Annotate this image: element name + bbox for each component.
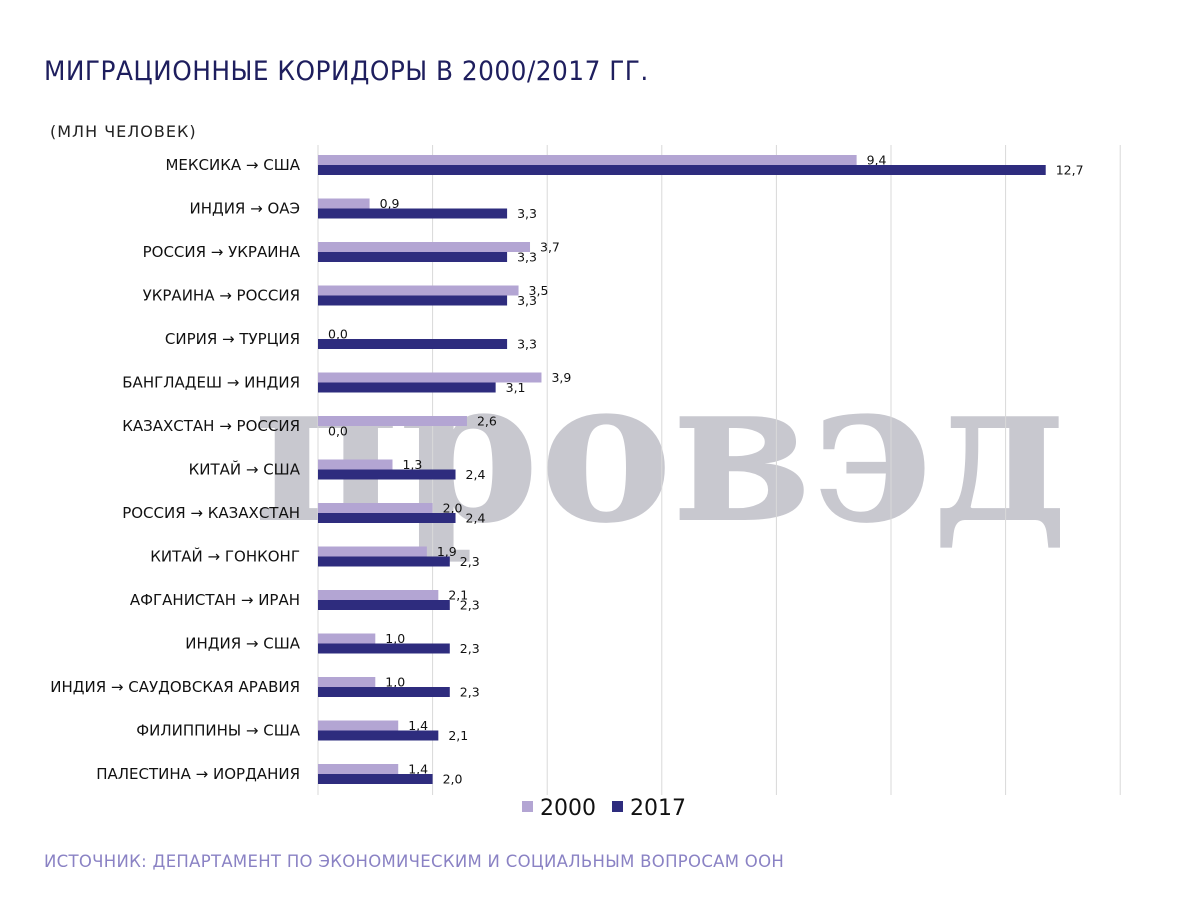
- legend-swatch-2000: [522, 801, 533, 812]
- bar-2017: [318, 774, 433, 784]
- data-label: 3,3: [517, 293, 537, 308]
- category-label: КИТАЙ → ГОНКОНГ: [150, 547, 300, 566]
- legend: 2000 2017: [522, 796, 686, 821]
- category-label: РОССИЯ → УКРАИНА: [143, 243, 301, 261]
- bar-2000: [318, 677, 376, 687]
- data-label: 9,4: [867, 153, 887, 168]
- bar-2017: [318, 513, 456, 523]
- data-label: 1,4: [408, 718, 428, 733]
- data-label: 0,0: [328, 327, 348, 342]
- data-label: 1,0: [385, 631, 405, 646]
- category-labels: МЕКСИКА → США ИНДИЯ → ОАЭ РОССИЯ → УКРАИНА…: [50, 156, 300, 783]
- bar-2000: [318, 242, 531, 252]
- category-label: БАНГЛАДЕШ → ИНДИЯ: [122, 374, 300, 392]
- bar-2017: [318, 730, 439, 741]
- data-label: 2,3: [460, 554, 480, 569]
- category-label: УКРАИНА → РОССИЯ: [143, 287, 300, 305]
- category-label: ИНДИЯ → США: [185, 635, 300, 653]
- data-label: 2,3: [460, 641, 480, 656]
- category-label: АФГАНИСТАН → ИРАН: [130, 591, 300, 609]
- chart-title: МИГРАЦИОННЫЕ КОРИДОРЫ В 2000/2017 ГГ.: [44, 56, 649, 87]
- bar-2017: [318, 556, 450, 567]
- bar-2000: [318, 764, 399, 774]
- data-label: 1,4: [408, 762, 428, 777]
- data-label: 3,7: [540, 240, 560, 255]
- data-label: 0,9: [380, 196, 400, 211]
- bar-2000: [318, 459, 393, 470]
- data-label: 2,6: [477, 414, 497, 429]
- bar-2017: [318, 165, 1046, 175]
- category-label: РОССИЯ → КАЗАХСТАН: [122, 504, 300, 522]
- category-label: СИРИЯ → ТУРЦИЯ: [165, 330, 300, 348]
- bar-2000: [318, 285, 519, 296]
- category-label: КАЗАХСТАН → РОССИЯ: [122, 417, 300, 435]
- bar-2000: [318, 546, 427, 557]
- bar-2017: [318, 252, 508, 262]
- data-label: 1,9: [437, 544, 457, 559]
- watermark: провэд: [253, 333, 1067, 568]
- bar-2000: [318, 633, 376, 644]
- bar-2000: [318, 503, 433, 513]
- bar-2000: [318, 198, 370, 209]
- data-label: 12,7: [1056, 163, 1084, 178]
- data-label: 3,1: [506, 380, 526, 395]
- bar-2017: [318, 208, 508, 219]
- category-label: МЕКСИКА → США: [165, 156, 300, 174]
- bar-2000: [318, 155, 857, 165]
- data-label: 2,3: [460, 598, 480, 613]
- data-label: 3,9: [551, 370, 571, 385]
- bar-2000: [318, 590, 439, 600]
- category-label: КИТАЙ → США: [189, 460, 301, 479]
- source-note: ИСТОЧНИК: ДЕПАРТАМЕНТ ПО ЭКОНОМИЧЕСКИМ И…: [44, 852, 785, 871]
- data-label: 2,0: [443, 772, 463, 787]
- data-label: 3,3: [517, 250, 537, 265]
- bar-2000: [318, 372, 542, 383]
- bar-2017: [318, 687, 450, 697]
- data-label: 2,4: [466, 467, 486, 482]
- category-label: ФИЛИППИНЫ → США: [136, 722, 301, 740]
- category-label: ПАЛЕСТИНА → ИОРДАНИЯ: [96, 765, 300, 783]
- data-label: 3,3: [517, 337, 537, 352]
- bar-2000: [318, 720, 399, 731]
- bar-2017: [318, 295, 508, 306]
- data-label: 2,0: [443, 501, 463, 516]
- data-label: 2,1: [448, 728, 468, 743]
- bar-2017: [318, 643, 450, 654]
- data-label: 1,0: [385, 675, 405, 690]
- data-label: 0,0: [328, 424, 348, 439]
- category-label: ИНДИЯ → САУДОВСКАЯ АРАВИЯ: [50, 678, 300, 696]
- data-label: 2,3: [460, 685, 480, 700]
- legend-label-2017: 2017: [630, 796, 686, 821]
- legend-swatch-2017: [612, 801, 623, 812]
- data-label: 2,1: [448, 588, 468, 603]
- bar-2017: [318, 469, 456, 480]
- data-label: 2,4: [466, 511, 486, 526]
- bar-2017: [318, 382, 496, 393]
- legend-label-2000: 2000: [540, 796, 596, 821]
- bar-2017: [318, 339, 508, 349]
- data-label: 3,3: [517, 206, 537, 221]
- data-label: 3,5: [529, 283, 549, 298]
- data-label: 1,3: [402, 457, 422, 472]
- category-label: ИНДИЯ → ОАЭ: [189, 200, 300, 218]
- bar-2017: [318, 600, 450, 610]
- bars: 9,412,70,93,33,73,33,53,30,03,33,93,12,6…: [318, 153, 1084, 787]
- bar-2000: [318, 416, 467, 426]
- chart-subtitle: (МЛН ЧЕЛОВЕК): [50, 122, 197, 141]
